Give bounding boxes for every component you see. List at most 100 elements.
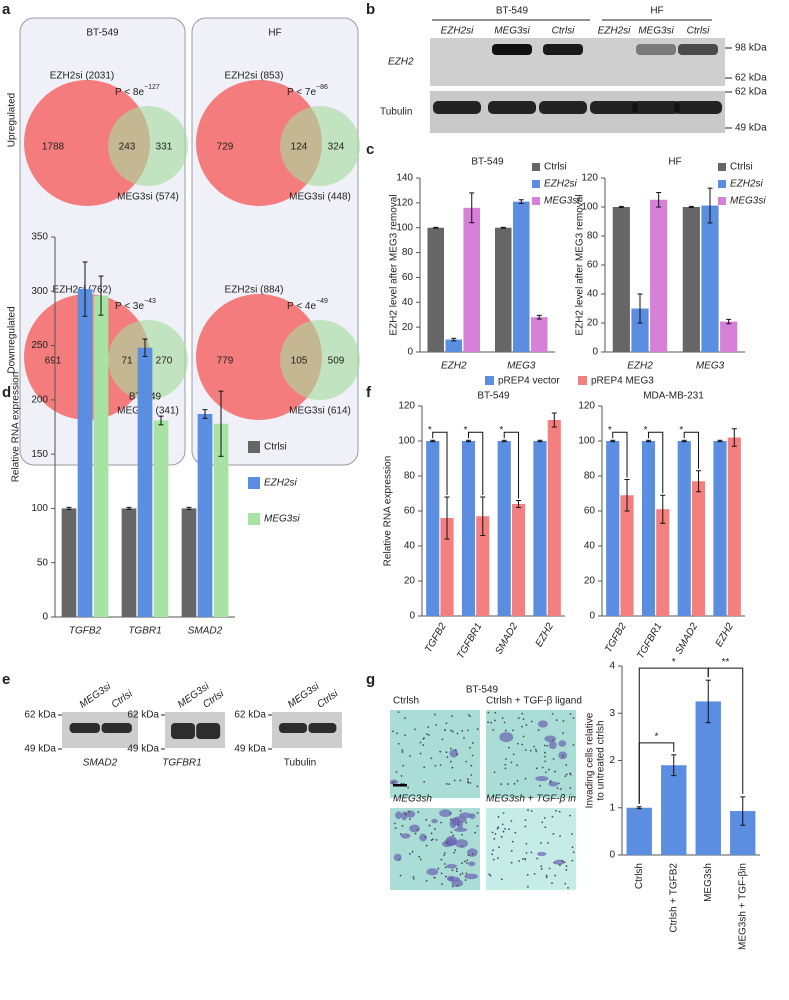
pore	[471, 853, 474, 856]
pore	[497, 816, 500, 818]
micrograph-label: Ctrlsh + TGF-β ligand	[486, 696, 582, 707]
pore	[391, 782, 394, 785]
pore	[467, 854, 470, 857]
panel-label: e	[2, 671, 10, 688]
significance-bracket	[467, 431, 484, 495]
pore	[461, 729, 464, 732]
p-value: P < 4e−49	[287, 298, 328, 312]
pore	[476, 728, 479, 731]
pore	[551, 815, 554, 818]
error-bar	[618, 205, 624, 209]
y-tick-label: 0	[409, 611, 415, 622]
p-value: P < 3e−43	[115, 298, 156, 312]
a-only-count: 779	[217, 356, 234, 367]
pore	[422, 744, 425, 746]
pore	[445, 783, 448, 785]
pore	[535, 767, 538, 770]
pore	[393, 822, 396, 825]
y-tick-label: 50	[37, 557, 49, 568]
lane-label: MEG3si	[494, 26, 530, 37]
band	[632, 101, 680, 114]
pore	[441, 883, 443, 886]
marker-label: 62 kDa	[24, 710, 56, 721]
significance-label: *	[679, 425, 683, 436]
pore	[402, 764, 405, 767]
pore	[521, 858, 524, 860]
band	[492, 44, 532, 55]
b-only-count: 324	[328, 142, 345, 153]
pore	[521, 725, 523, 728]
error-bar	[430, 439, 436, 443]
pore	[487, 711, 490, 714]
error-bar	[82, 261, 88, 317]
pore	[433, 876, 436, 879]
pore	[512, 753, 515, 756]
pore	[569, 814, 571, 817]
y-axis-label: Relative RNA expression	[11, 372, 22, 483]
bar	[121, 508, 137, 617]
pore	[449, 747, 452, 750]
error-bar	[202, 409, 208, 419]
band	[636, 44, 676, 55]
cell	[409, 824, 421, 833]
pore	[534, 748, 537, 751]
pore	[565, 773, 568, 776]
cell	[454, 827, 468, 832]
pore	[423, 766, 426, 769]
set-b-label: MEG3si (614)	[289, 406, 351, 417]
pore	[443, 863, 446, 865]
pore	[562, 755, 564, 757]
blot-caption: SMAD2	[83, 758, 118, 769]
y-tick-label: 0	[407, 347, 413, 358]
pore	[490, 721, 493, 724]
group-label: HF	[650, 6, 663, 17]
pore	[464, 879, 467, 881]
pore	[430, 757, 433, 760]
error-bar	[433, 226, 439, 229]
pore	[521, 743, 524, 746]
pore	[539, 784, 541, 787]
y-tick-label: 140	[396, 173, 413, 184]
y-axis-label: EZH2 level after MEG3 removal	[389, 194, 400, 335]
error-bar	[717, 439, 723, 443]
cell	[499, 732, 514, 743]
bar	[612, 207, 630, 352]
legend-label: Ctrlsi	[544, 162, 567, 173]
pore	[460, 862, 463, 865]
pore	[466, 859, 469, 862]
pore	[396, 732, 398, 735]
pore	[541, 821, 544, 824]
marker-label: 62 kDa	[234, 710, 266, 721]
bar	[661, 765, 687, 855]
pore	[430, 832, 433, 835]
cell	[446, 863, 457, 869]
pore	[434, 828, 436, 830]
pore	[448, 783, 451, 785]
pore	[392, 730, 394, 733]
x-tick-label: EZH2	[534, 621, 557, 649]
panel-label: d	[2, 384, 11, 401]
pore	[501, 717, 504, 719]
pore	[533, 872, 536, 875]
error-bar	[660, 494, 666, 524]
legend-label: MEG3si	[730, 196, 766, 207]
pore	[467, 781, 470, 784]
marker-label: 62 kDa	[127, 710, 159, 721]
pore	[510, 761, 513, 764]
pore	[476, 812, 479, 814]
blot-caption: TGFBR1	[162, 758, 201, 769]
y-tick-label: 4	[609, 661, 615, 672]
pore	[444, 729, 446, 731]
x-tick-label: MEG3	[696, 361, 725, 372]
y-tick-label: 100	[578, 436, 595, 447]
error-bar	[66, 506, 72, 511]
x-tick-label: TGFB2	[603, 621, 629, 655]
bar	[695, 701, 721, 855]
bar	[677, 441, 691, 616]
overlap-count: 124	[291, 142, 308, 153]
pore	[552, 833, 555, 835]
pore	[503, 721, 506, 724]
band	[433, 101, 481, 114]
pore	[450, 729, 453, 732]
pore	[423, 780, 426, 783]
